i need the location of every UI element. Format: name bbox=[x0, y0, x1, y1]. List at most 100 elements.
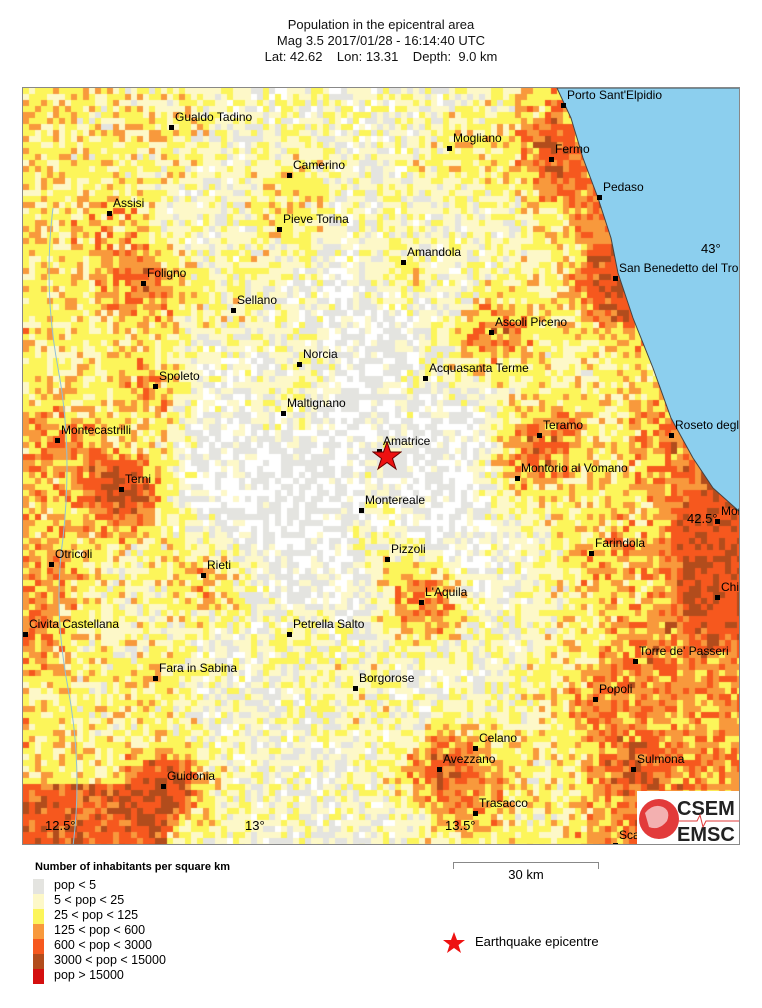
town-label: Montecastrilli bbox=[61, 423, 132, 437]
town-square-icon bbox=[447, 146, 452, 152]
town-label: Rieti bbox=[207, 558, 232, 572]
town-label: Celano bbox=[479, 730, 518, 745]
svg-text:EMSC: EMSC bbox=[677, 824, 735, 845]
town-label: Fara in Sabina bbox=[159, 660, 238, 675]
town-square-icon bbox=[473, 810, 478, 816]
town-square-icon bbox=[613, 843, 618, 844]
town-label: Trasacco bbox=[479, 795, 528, 810]
longitude-tick-label: 13° bbox=[245, 818, 265, 833]
town-label: Civita Castellana bbox=[28, 617, 120, 632]
town-square-icon bbox=[353, 686, 358, 692]
legend-label: pop > 15000 bbox=[54, 968, 124, 982]
town-square-icon bbox=[119, 486, 124, 492]
longitude-tick-label: 12.5° bbox=[45, 818, 76, 833]
town-square-icon bbox=[287, 173, 292, 179]
town-label: Borgorose bbox=[359, 671, 415, 686]
town-label: Pieve Torina bbox=[283, 212, 349, 227]
town-square-icon bbox=[153, 384, 158, 389]
scale-label: 30 km bbox=[508, 867, 544, 882]
town-square-icon bbox=[437, 767, 442, 773]
town-label: Petrella Salto bbox=[293, 617, 365, 632]
town-label: Chieti bbox=[721, 579, 740, 594]
legend-label: 25 < pop < 125 bbox=[54, 908, 139, 922]
town-square-icon bbox=[593, 697, 598, 703]
legend-swatch bbox=[33, 909, 44, 924]
event-info: Mag 3.5 2017/01/28 - 16:14:40 UTC bbox=[276, 33, 486, 48]
town-square-icon bbox=[537, 432, 542, 438]
legend-label: 125 < pop < 600 bbox=[54, 923, 146, 937]
town-square-icon bbox=[631, 767, 636, 773]
town-label: Mogliano bbox=[453, 131, 502, 146]
town-label: Gualdo Tadino bbox=[175, 109, 253, 124]
town-square-icon bbox=[107, 211, 112, 217]
town-square-icon bbox=[597, 195, 602, 200]
adriatic-sea bbox=[556, 88, 739, 512]
town-square-icon bbox=[55, 438, 60, 443]
town-label: Teramo bbox=[543, 417, 584, 432]
town-square-icon bbox=[715, 519, 720, 524]
town-label: Guidonia bbox=[167, 768, 216, 783]
town-square-icon bbox=[489, 330, 494, 335]
town-square-icon bbox=[377, 448, 382, 454]
town-square-icon bbox=[473, 745, 478, 751]
town-label: Montesilvano bbox=[721, 504, 739, 518]
town-square-icon bbox=[277, 227, 282, 233]
town-square-icon bbox=[359, 508, 364, 514]
legend-swatch bbox=[33, 924, 44, 939]
town-square-icon bbox=[161, 783, 166, 789]
town-square-icon bbox=[613, 276, 618, 281]
town-label: Avezzano bbox=[443, 752, 496, 767]
town-label: Camerino bbox=[293, 158, 346, 173]
town-label: Maltignano bbox=[287, 396, 346, 410]
epicentre-star-icon bbox=[372, 441, 402, 471]
epicentre-legend-star-icon bbox=[443, 932, 465, 953]
town-square-icon bbox=[201, 573, 206, 578]
town-label: Fermo bbox=[555, 142, 590, 157]
town-square-icon bbox=[549, 157, 554, 163]
legend-label: 5 < pop < 25 bbox=[54, 893, 125, 907]
town-label: Montorio al Vomano bbox=[521, 460, 628, 475]
latitude-tick-label: 42.5° bbox=[687, 511, 718, 526]
town-label: Popoli bbox=[599, 682, 633, 697]
town-square-icon bbox=[231, 308, 236, 314]
river bbox=[48, 207, 78, 844]
csem-emsc-logo: CSEM EMSC bbox=[637, 791, 739, 845]
town-square-icon bbox=[281, 411, 286, 416]
scale-bar bbox=[453, 862, 599, 869]
town-label: Amandola bbox=[407, 244, 462, 259]
town-square-icon bbox=[515, 475, 520, 481]
town-square-icon bbox=[169, 124, 174, 130]
town-label: Porto Sant'Elpidio bbox=[567, 88, 663, 103]
event-location: Lat: 42.62 Lon: 13.31 Depth: 9.0 km bbox=[264, 49, 498, 64]
legend-title: Number of inhabitants per square km bbox=[35, 861, 230, 873]
legend-swatch bbox=[33, 954, 44, 969]
town-square-icon bbox=[419, 600, 424, 605]
town-label: Farindola bbox=[595, 536, 646, 551]
legend-swatch bbox=[33, 969, 44, 984]
town-label: Pizzoli bbox=[391, 541, 426, 556]
town-square-icon bbox=[153, 675, 158, 681]
town-label: Terni bbox=[125, 471, 152, 486]
town-label: Spoleto bbox=[159, 369, 200, 383]
latitude-tick-label: 43° bbox=[701, 241, 721, 256]
town-square-icon bbox=[287, 632, 292, 638]
town-label: Norcia bbox=[303, 347, 338, 362]
town-label: Otricoli bbox=[55, 547, 93, 562]
town-square-icon bbox=[401, 259, 406, 265]
town-label: Acquasanta Terme bbox=[429, 360, 529, 375]
town-label: Sellano bbox=[237, 293, 278, 308]
town-label: Roseto degli Abruzzi bbox=[675, 417, 740, 432]
legend-swatch bbox=[33, 879, 44, 894]
town-square-icon bbox=[49, 562, 54, 568]
town-label: Assisi bbox=[113, 196, 145, 211]
town-label: Ascoli Piceno bbox=[495, 315, 568, 329]
town-label: Torre de' Passeri bbox=[639, 644, 729, 659]
map-title: Population in the epicentral area bbox=[287, 17, 475, 32]
legend-label: pop < 5 bbox=[54, 878, 97, 892]
town-label: Montereale bbox=[365, 493, 426, 508]
population-map[interactable]: Gualdo Tadino Camerino Mogliano Fermo Porto … bbox=[22, 87, 740, 845]
town-label: Sulmona bbox=[637, 752, 685, 767]
svg-text:CSEM: CSEM bbox=[677, 798, 735, 820]
town-square-icon bbox=[561, 103, 566, 109]
